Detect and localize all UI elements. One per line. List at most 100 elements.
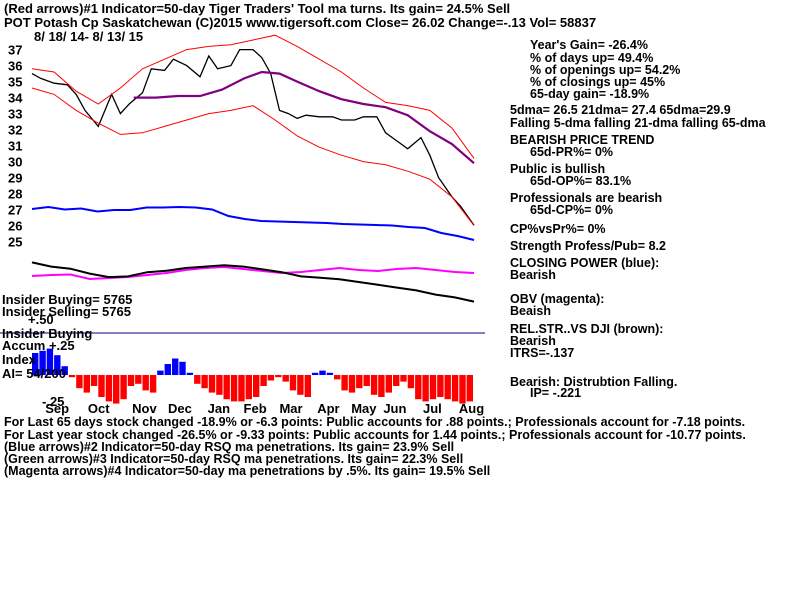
accum-bar [326,372,334,375]
accum-bar [422,375,429,402]
stat-falling: Falling 5-dma falling 21-dma falling 65-… [510,116,766,130]
accum-bar [253,375,260,397]
accum-bar [179,361,186,375]
accum-bar [260,375,267,386]
index-label: Index [2,352,36,367]
stat-strength: Strength Profess/Pub= 8.2 [510,239,666,253]
chart-header-indicator: (Red arrows)#1 Indicator=50-day Tiger Tr… [4,1,511,16]
accum-bar [83,375,90,393]
accum-bar [135,375,142,384]
accum-bar [429,375,437,400]
accum-bar [415,375,422,400]
footer-line-5: (Magenta arrows)#4 Indicator=50-day ma p… [4,464,491,478]
series-price [31,48,475,226]
accum-bar [400,375,407,382]
accum-bar [149,375,157,393]
accum-bar [46,348,54,375]
accum-bar [223,375,230,400]
accum-bar [437,375,444,397]
accum-bar [341,375,348,391]
accum-bar [407,375,415,389]
stat-years-gain: Year's Gain= -26.4% [530,38,648,52]
closing-power-line [31,205,475,241]
accum-bar [245,375,252,400]
series-upper-band [31,34,475,159]
footer-line-3: (Blue arrows)#2 Indicator=50-day RSQ ma … [4,440,455,454]
month-label-feb: Feb [244,401,267,416]
accum-bar [39,350,46,375]
accum-bar [54,355,61,375]
stat-obv: OBV (magenta): [510,292,605,306]
rel-strength-line [31,261,475,303]
accum-bar [363,375,370,386]
accum-bar [230,375,238,402]
y-tick-label: 36 [8,59,22,74]
series-65-dma [133,70,475,165]
month-label-apr: Apr [317,401,339,416]
accum-bar [319,370,326,375]
y-tick-label: 35 [8,75,22,90]
accum-bar [32,353,39,375]
accum-bar [282,375,289,382]
stat-closing-power-value: Bearish [510,268,556,282]
accum-bar [113,375,120,404]
accum-bar [289,375,297,391]
chart-date-range: 8/ 18/ 14- 8/ 13/ 15 [34,29,144,44]
accum-bar [208,375,216,393]
stat-itrs: ITRS=-.137 [510,346,575,360]
accum-bar [142,375,149,391]
chart-header-symbol: POT Potash Cp Saskatchewan (C)2015 www.t… [4,15,597,30]
accum-bar [186,372,194,375]
accum-bar [164,364,171,375]
accum-bar [98,375,105,397]
accum-bar [370,375,378,395]
stat-65day-gain: 65-day gain= -18.9% [530,87,650,101]
minus25-label: -.25 [42,394,65,409]
accum-bar [172,358,179,375]
y-tick-label: 37 [8,43,22,58]
y-tick-label: 33 [8,107,22,122]
stat-closings-up: % of closings up= 45% [530,75,666,89]
stat-65d-pr: 65d-PR%= 0% [530,145,614,159]
accum-bar [356,375,363,389]
accum-bar [275,375,282,378]
month-label-nov: Nov [132,401,157,416]
accum-bar [90,375,98,386]
obv-line [31,265,475,281]
stat-ip: IP= -.221 [530,386,582,400]
series-lower-band [31,87,475,226]
accum-bar [334,375,341,380]
month-label-aug: Aug [459,401,484,416]
footer-line-4: (Green arrows)#3 Indicator=50-day RSQ ma… [4,452,464,466]
y-tick-label: 32 [8,123,22,138]
accum-bar [68,375,76,378]
y-tick-label: 25 [8,235,22,250]
stat-65d-cp: 65d-CP%= 0% [530,203,614,217]
y-tick-label: 28 [8,187,22,202]
accum-bar [194,375,201,384]
month-label-mar: Mar [279,401,302,416]
insider-buying-label-2: Insider Buying [2,326,93,341]
accum-bar [378,375,385,397]
stat-closing-power: CLOSING POWER (blue): [510,256,660,270]
y-tick-label: 26 [8,219,22,234]
month-label-jun: Jun [383,401,406,416]
accum-bar [304,375,311,397]
month-label-dec: Dec [168,401,192,416]
accum-bar [127,375,135,386]
accum-bar [311,372,319,375]
accum-bar [393,375,400,386]
stat-65d-op: 65d-OP%= 83.1% [530,174,632,188]
accum-bar [348,375,356,393]
stat-trend: BEARISH PRICE TREND [510,133,655,147]
accum-bar [444,375,451,400]
plus50-label: +.50 [28,312,54,327]
accum-bar [201,375,208,389]
stat-rel-str-value: Bearish [510,334,556,348]
accum-bar [216,375,223,395]
accum-bar [297,375,304,395]
stat-professionals: Professionals are bearish [510,191,663,205]
stat-distribution: Bearish: Distrubtion Falling. [510,375,678,389]
stat-openings-up: % of openings up= 54.2% [530,63,681,77]
